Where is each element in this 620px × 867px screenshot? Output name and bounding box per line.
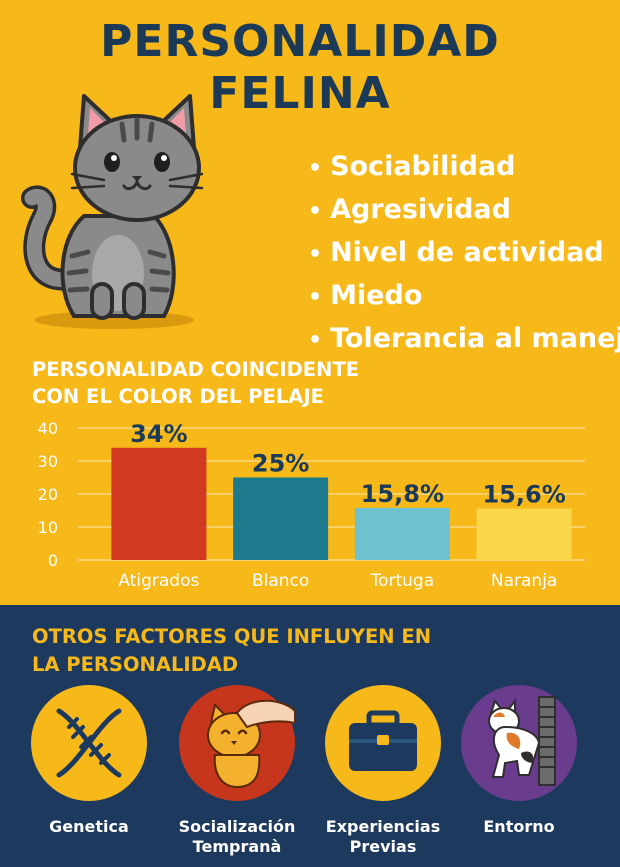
dna-icon bbox=[31, 685, 147, 801]
factors-section: OTROS FACTORES QUE INFLUYEN EN LA PERSON… bbox=[0, 605, 620, 867]
fur-color-bar-chart: 0 10 20 30 40 34% Atigrados 25% Blanco 15,8% Tortu… bbox=[38, 419, 585, 591]
petting-hand-cat-icon bbox=[179, 685, 296, 801]
trait-item: • Agresividad bbox=[308, 194, 511, 225]
top-section: PERSONALIDAD FELINA bbox=[21, 16, 620, 591]
factor-socialization: Socialización Tempranà bbox=[162, 683, 312, 857]
factor-environment: Entorno bbox=[444, 683, 594, 837]
y-tick-label: 20 bbox=[38, 485, 58, 504]
factor-label: Experiencias Previas bbox=[325, 817, 441, 856]
category-label: Atigrados bbox=[118, 571, 199, 591]
trait-list: • Sociabilidad • Agresividad • Nivel de act… bbox=[308, 146, 620, 361]
factor-experiences: Experiencias Previas bbox=[308, 683, 458, 857]
briefcase-icon bbox=[325, 685, 441, 801]
trait-item: • Tolerancia al manejo bbox=[308, 323, 620, 354]
bar-value-label: 15,6% bbox=[482, 481, 565, 509]
bar-value-label: 25% bbox=[252, 450, 309, 478]
factor-genetics: Genetica bbox=[14, 683, 164, 837]
title-line-2: FELINA bbox=[209, 68, 391, 119]
trait-item: • Sociabilidad bbox=[308, 151, 516, 182]
page-title: PERSONALIDAD FELINA bbox=[60, 16, 540, 120]
y-tick-label: 40 bbox=[38, 419, 58, 438]
y-tick-label: 30 bbox=[38, 452, 58, 471]
gray-tabby-cat-icon bbox=[21, 94, 204, 329]
bar bbox=[476, 508, 572, 560]
trait-item: • Miedo bbox=[308, 280, 423, 311]
y-tick-label: 10 bbox=[38, 518, 58, 537]
factor-label: Genetica bbox=[49, 817, 129, 836]
category-label: Blanco bbox=[252, 571, 309, 591]
trait-item: • Nivel de actividad bbox=[308, 237, 604, 268]
bar bbox=[111, 447, 207, 560]
y-tick-label: 0 bbox=[48, 551, 58, 570]
bar bbox=[233, 477, 329, 560]
category-label: Naranja bbox=[491, 571, 557, 591]
chart-title: PERSONALIDAD COINCIDENTE CON EL COLOR DE… bbox=[32, 358, 360, 408]
cat-scratching-post-icon bbox=[461, 685, 577, 801]
bar-value-label: 34% bbox=[130, 420, 187, 448]
factors-title: OTROS FACTORES QUE INFLUYEN EN LA PERSON… bbox=[32, 625, 432, 676]
bar bbox=[354, 507, 450, 560]
title-line-1: PERSONALIDAD bbox=[100, 16, 500, 67]
factor-label: Socialización Tempranà bbox=[178, 817, 296, 856]
factor-label: Entorno bbox=[483, 817, 555, 836]
bar-value-label: 15,8% bbox=[361, 480, 444, 508]
category-label: Tortuga bbox=[370, 571, 435, 591]
